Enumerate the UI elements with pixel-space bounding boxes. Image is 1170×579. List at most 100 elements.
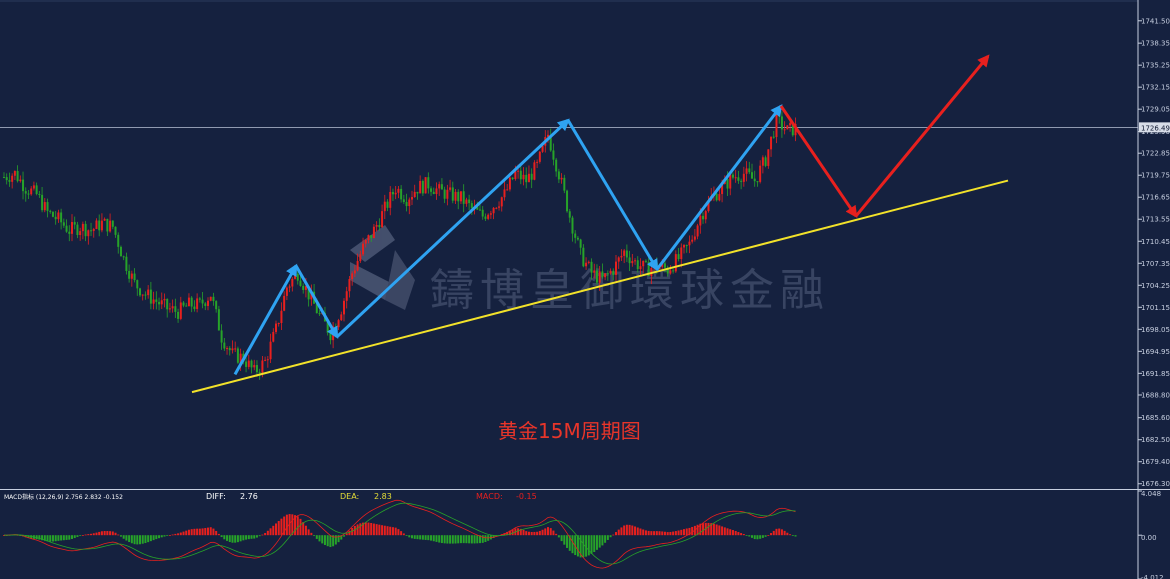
candle-body: [277, 323, 280, 325]
macd-bar: [764, 535, 767, 537]
candle-body: [71, 222, 73, 234]
candle-body: [465, 199, 468, 204]
candle-body: [196, 298, 199, 309]
candle-body: [231, 348, 234, 351]
candle-body: [729, 174, 732, 189]
candle-body: [557, 171, 560, 180]
candle-body: [174, 306, 177, 312]
macd-bar: [258, 535, 261, 537]
macd-bar: [568, 535, 571, 551]
candle-body: [215, 301, 218, 310]
macd-bar: [585, 535, 588, 557]
macd-bar: [71, 535, 73, 539]
candle-body: [334, 326, 337, 328]
macd-bar: [470, 535, 473, 544]
macd-bar: [655, 531, 658, 536]
candle-body: [764, 157, 767, 166]
macd-bar: [370, 522, 373, 536]
macd-bar: [413, 535, 416, 539]
candle-body: [98, 220, 101, 231]
macd-bar: [604, 535, 607, 543]
candle-body: [601, 271, 604, 278]
candle-body: [155, 299, 158, 302]
macd-bar: [650, 531, 653, 536]
candle-body: [560, 177, 563, 180]
macd-bar: [780, 529, 783, 536]
candle-body: [38, 194, 41, 196]
candle-body: [576, 237, 579, 240]
macd-bar: [193, 528, 196, 536]
watermark-logo-shape: [385, 250, 415, 310]
candle-body: [30, 188, 33, 195]
macd-bar: [239, 535, 242, 542]
macd-bar: [737, 532, 740, 536]
candle-body: [32, 185, 35, 189]
candle-body: [54, 216, 57, 220]
macd-bar: [272, 525, 275, 536]
macd-bar: [51, 535, 54, 542]
price-tick-label: 1729.05: [1141, 106, 1170, 114]
wave-arrow-blue: [233, 263, 298, 376]
macd-bar: [598, 535, 601, 548]
candle-body: [285, 287, 288, 296]
macd-bar: [631, 525, 634, 536]
macd-bar: [712, 523, 715, 536]
macd-bar: [759, 535, 762, 539]
candle-body: [492, 207, 495, 214]
macd-bar: [549, 528, 552, 536]
macd-bar: [220, 535, 223, 538]
candle-body: [247, 360, 250, 367]
macd-bar: [547, 527, 549, 536]
macd-bar: [451, 535, 454, 544]
candle-body: [139, 288, 141, 296]
macd-bar: [530, 531, 533, 536]
candle-body: [310, 291, 313, 300]
macd-indicator-label: MACD指标 (12,26,9) 2.756 2.832 -0.152: [4, 493, 123, 501]
macd-bar: [236, 535, 239, 543]
candle-body: [753, 178, 756, 182]
macd-bar: [215, 530, 218, 536]
macd-bar: [481, 535, 484, 543]
macd-bar: [761, 535, 764, 538]
macd-label: MACD:: [476, 492, 503, 501]
macd-bar: [642, 529, 645, 536]
candle-body: [726, 179, 729, 189]
candle-body: [430, 188, 433, 192]
candle-body: [552, 150, 555, 160]
candle-body: [185, 305, 188, 307]
macd-panel: 4.048 0.00 -4.012 MACD指标 (12,26,9) 2.756 2.…: [3, 490, 1164, 579]
price-tick-label: 1701.15: [1141, 304, 1170, 312]
macd-bar: [574, 535, 577, 556]
macd-bar: [187, 529, 190, 536]
diff-value: 2.76: [240, 492, 258, 501]
candle-body: [353, 270, 356, 274]
candle-body: [791, 123, 794, 136]
macd-bar: [691, 526, 694, 536]
candle-body: [416, 191, 419, 194]
candle-body: [751, 172, 753, 179]
candle-body: [748, 168, 751, 173]
macd-bar: [617, 529, 620, 536]
macd-bar: [745, 535, 748, 536]
candle-body: [718, 194, 721, 201]
macd-bar: [794, 535, 797, 537]
macd-bar: [693, 525, 696, 536]
candle-body: [318, 313, 321, 315]
macd-bar: [402, 533, 405, 536]
candle-body: [536, 161, 539, 163]
macd-bar: [566, 535, 569, 548]
macd-bar: [446, 535, 449, 544]
candle-body: [207, 300, 209, 306]
candle-body: [362, 243, 365, 255]
macd-bar: [381, 525, 384, 536]
macd-bar: [280, 518, 283, 536]
candle-body: [419, 180, 422, 194]
candle-body: [511, 177, 514, 180]
current-price-label: 1726.49: [1141, 124, 1170, 132]
candle-body: [476, 206, 479, 210]
candle-body: [498, 206, 501, 208]
candle-body: [147, 289, 150, 296]
candle-body: [707, 200, 710, 212]
